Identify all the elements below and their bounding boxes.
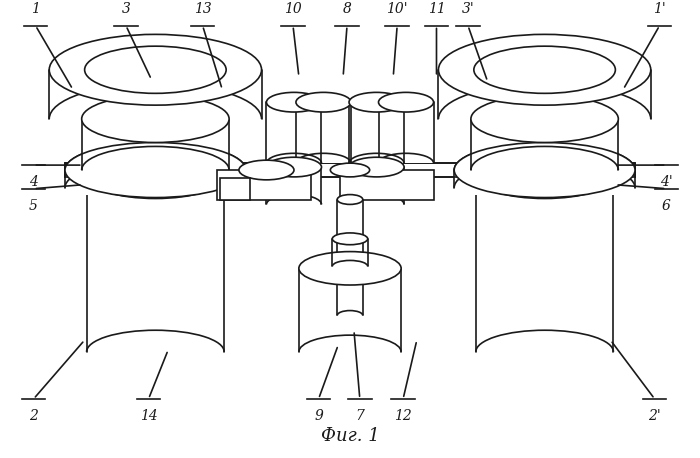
- Polygon shape: [349, 102, 404, 163]
- Polygon shape: [65, 170, 246, 188]
- Text: 2': 2': [648, 409, 661, 423]
- Polygon shape: [49, 70, 262, 119]
- Text: 10': 10': [386, 2, 408, 16]
- Ellipse shape: [87, 155, 224, 198]
- Text: 5: 5: [29, 198, 38, 213]
- Ellipse shape: [65, 142, 246, 197]
- Ellipse shape: [454, 142, 635, 197]
- Text: 4': 4': [660, 175, 673, 189]
- Ellipse shape: [476, 155, 613, 198]
- Ellipse shape: [296, 93, 351, 112]
- Ellipse shape: [471, 95, 618, 142]
- Polygon shape: [267, 102, 321, 163]
- Text: 6: 6: [662, 198, 671, 213]
- Ellipse shape: [239, 160, 294, 180]
- Text: 10: 10: [284, 2, 302, 16]
- Ellipse shape: [49, 34, 262, 105]
- Ellipse shape: [349, 93, 404, 112]
- Polygon shape: [267, 167, 321, 204]
- Text: 8: 8: [342, 2, 351, 16]
- Polygon shape: [471, 119, 618, 170]
- Polygon shape: [299, 268, 401, 352]
- Polygon shape: [337, 200, 363, 316]
- Ellipse shape: [299, 251, 401, 285]
- Polygon shape: [349, 167, 404, 204]
- Polygon shape: [332, 239, 368, 267]
- Ellipse shape: [349, 157, 404, 177]
- Text: 9: 9: [314, 409, 323, 423]
- Polygon shape: [65, 163, 635, 177]
- Ellipse shape: [438, 34, 651, 105]
- Polygon shape: [82, 119, 229, 170]
- Ellipse shape: [379, 93, 433, 112]
- Text: 12: 12: [394, 409, 412, 423]
- Polygon shape: [65, 159, 635, 167]
- Text: Фиг. 1: Фиг. 1: [321, 427, 379, 445]
- Ellipse shape: [332, 233, 368, 245]
- Text: 7: 7: [356, 409, 364, 423]
- Polygon shape: [87, 177, 224, 352]
- Text: 3': 3': [461, 2, 475, 16]
- Polygon shape: [379, 102, 433, 163]
- Polygon shape: [438, 70, 651, 119]
- Ellipse shape: [267, 157, 321, 177]
- Polygon shape: [340, 170, 433, 200]
- Ellipse shape: [267, 93, 321, 112]
- Text: 11: 11: [428, 2, 445, 16]
- Polygon shape: [476, 177, 613, 352]
- Polygon shape: [454, 170, 635, 188]
- Polygon shape: [65, 187, 635, 195]
- Text: 1': 1': [653, 2, 666, 16]
- Text: 3: 3: [122, 2, 130, 16]
- Text: 2: 2: [29, 409, 38, 423]
- Text: 13: 13: [194, 2, 211, 16]
- Ellipse shape: [82, 95, 229, 142]
- Text: 4: 4: [29, 175, 38, 189]
- Polygon shape: [296, 102, 351, 163]
- Polygon shape: [220, 178, 250, 200]
- Polygon shape: [217, 170, 311, 200]
- Text: 1: 1: [31, 2, 40, 16]
- Ellipse shape: [330, 163, 370, 177]
- Ellipse shape: [337, 195, 363, 204]
- Text: 14: 14: [139, 409, 158, 423]
